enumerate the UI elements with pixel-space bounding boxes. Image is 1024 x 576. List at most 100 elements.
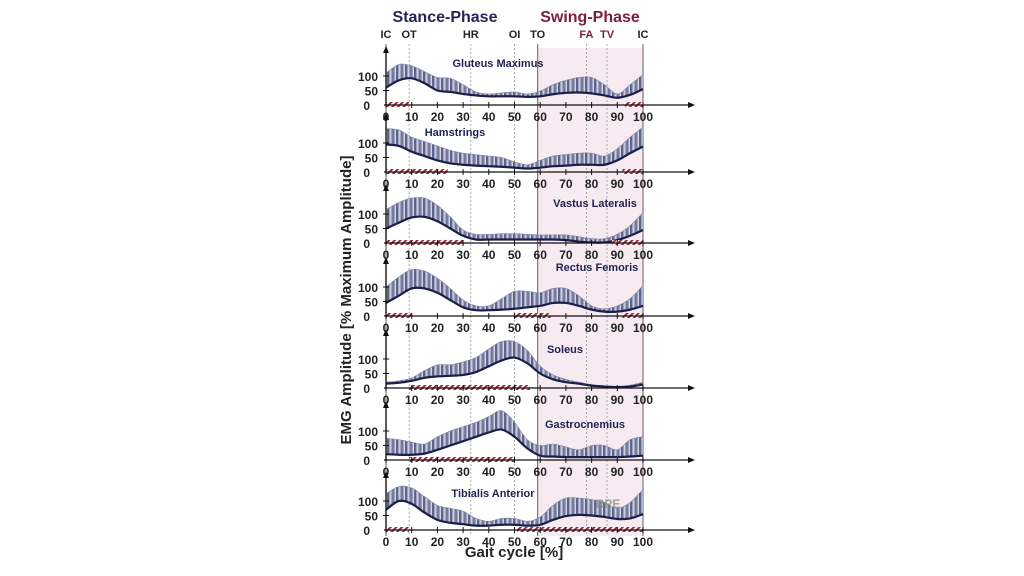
mean-line bbox=[385, 356, 644, 389]
muscle-label: Hamstrings bbox=[425, 127, 486, 139]
x-axis-arrow-icon bbox=[688, 457, 695, 463]
x-tick-label: 30 bbox=[456, 110, 470, 124]
x-tick-label: 60 bbox=[534, 248, 548, 262]
x-tick-label: 20 bbox=[431, 177, 445, 191]
x-tick-label: 80 bbox=[585, 248, 599, 262]
x-tick-label: 50 bbox=[508, 465, 522, 479]
event-label-tv: TV bbox=[600, 29, 615, 41]
x-tick-label: 10 bbox=[405, 110, 419, 124]
event-label-ic: IC bbox=[638, 29, 649, 41]
x-axis-arrow-icon bbox=[688, 240, 695, 246]
swing-phase-title: Swing-Phase bbox=[540, 9, 640, 26]
x-axis-arrow-icon bbox=[688, 102, 695, 108]
x-tick-label: 30 bbox=[456, 321, 470, 335]
x-tick-label: 50 bbox=[508, 177, 522, 191]
x-tick-label: 60 bbox=[534, 177, 548, 191]
x-tick-label: 20 bbox=[431, 248, 445, 262]
event-label-oi: OI bbox=[509, 29, 521, 41]
x-axis-arrow-icon bbox=[688, 169, 695, 175]
event-label-hr: HR bbox=[463, 29, 479, 41]
x-tick-label: 40 bbox=[482, 177, 496, 191]
x-tick-label: 70 bbox=[559, 393, 573, 407]
y-tick-label: 50 bbox=[365, 368, 379, 382]
x-tick-label: 60 bbox=[534, 393, 548, 407]
y-axis-label: EMG Amplitude [% Maximum Amplitude] bbox=[338, 156, 355, 445]
y-axis-arrow-icon bbox=[383, 401, 389, 408]
x-tick-label: 30 bbox=[456, 465, 470, 479]
y-tick-label: 50 bbox=[365, 440, 379, 454]
y-axis-arrow-icon bbox=[383, 46, 389, 53]
x-tick-label: 40 bbox=[482, 535, 496, 549]
x-tick-label: 50 bbox=[508, 110, 522, 124]
y-axis-arrow-icon bbox=[383, 113, 389, 120]
x-tick-label: 90 bbox=[611, 248, 625, 262]
y-tick-label: 0 bbox=[363, 524, 370, 538]
event-label-ot: OT bbox=[401, 29, 417, 41]
y-axis-arrow-icon bbox=[383, 471, 389, 478]
mean-line bbox=[385, 499, 644, 527]
x-tick-label: 0 bbox=[383, 393, 390, 407]
x-tick-label: 70 bbox=[559, 535, 573, 549]
muscle-label: Soleus bbox=[547, 344, 583, 356]
x-tick-label: 80 bbox=[585, 465, 599, 479]
y-tick-label: 0 bbox=[363, 382, 370, 396]
x-tick-label: 80 bbox=[585, 177, 599, 191]
y-tick-label: 50 bbox=[365, 85, 379, 99]
y-tick-label: 50 bbox=[365, 510, 379, 524]
y-tick-label: 0 bbox=[363, 310, 370, 324]
x-tick-label: 30 bbox=[456, 177, 470, 191]
x-tick-label: 10 bbox=[405, 177, 419, 191]
y-tick-label: 100 bbox=[358, 495, 378, 509]
x-tick-label: 70 bbox=[559, 321, 573, 335]
y-tick-label: 50 bbox=[365, 223, 379, 237]
x-tick-label: 70 bbox=[559, 248, 573, 262]
x-tick-label: 10 bbox=[405, 321, 419, 335]
x-tick-label: 50 bbox=[508, 393, 522, 407]
x-tick-label: 80 bbox=[585, 535, 599, 549]
x-tick-label: 100 bbox=[633, 465, 653, 479]
y-tick-label: 100 bbox=[358, 281, 378, 295]
y-tick-label: 50 bbox=[365, 152, 379, 166]
muscle-label: Rectus Femoris bbox=[556, 262, 639, 274]
mean-line bbox=[385, 286, 644, 314]
x-tick-label: 20 bbox=[431, 535, 445, 549]
x-tick-label: 50 bbox=[508, 535, 522, 549]
x-tick-label: 40 bbox=[482, 321, 496, 335]
x-tick-label: 30 bbox=[456, 248, 470, 262]
x-tick-label: 40 bbox=[482, 465, 496, 479]
y-tick-label: 100 bbox=[358, 137, 378, 151]
stance-phase-title: Stance-Phase bbox=[393, 9, 498, 26]
x-tick-label: 40 bbox=[482, 248, 496, 262]
x-tick-label: 20 bbox=[431, 465, 445, 479]
x-tick-label: 100 bbox=[633, 248, 653, 262]
x-tick-label: 80 bbox=[585, 393, 599, 407]
x-tick-label: 0 bbox=[383, 248, 390, 262]
x-tick-label: 30 bbox=[456, 535, 470, 549]
x-tick-label: 100 bbox=[633, 393, 653, 407]
mean-line bbox=[385, 428, 644, 459]
muscle-label: Vastus Lateralis bbox=[553, 198, 637, 210]
x-tick-label: 30 bbox=[456, 393, 470, 407]
y-tick-label: 100 bbox=[358, 425, 378, 439]
x-tick-label: 80 bbox=[585, 321, 599, 335]
muscle-label: Gluteus Maximus bbox=[452, 58, 543, 70]
x-tick-label: 10 bbox=[405, 465, 419, 479]
x-tick-label: 10 bbox=[405, 535, 419, 549]
panel-hamstrings: 0102030405060708090100050100Hamstrings bbox=[358, 113, 695, 191]
x-tick-label: 40 bbox=[482, 110, 496, 124]
x-tick-label: 60 bbox=[534, 465, 548, 479]
y-axis-arrow-icon bbox=[383, 329, 389, 336]
mean-line bbox=[385, 143, 644, 170]
x-tick-label: 90 bbox=[611, 321, 625, 335]
x-tick-label: 40 bbox=[482, 393, 496, 407]
x-tick-label: 60 bbox=[534, 535, 548, 549]
x-tick-label: 60 bbox=[534, 321, 548, 335]
x-tick-label: 60 bbox=[534, 110, 548, 124]
rpe-logo: RPE bbox=[596, 497, 621, 511]
event-label-ic: IC bbox=[381, 29, 392, 41]
y-axis-arrow-icon bbox=[383, 184, 389, 191]
x-tick-label: 80 bbox=[585, 110, 599, 124]
